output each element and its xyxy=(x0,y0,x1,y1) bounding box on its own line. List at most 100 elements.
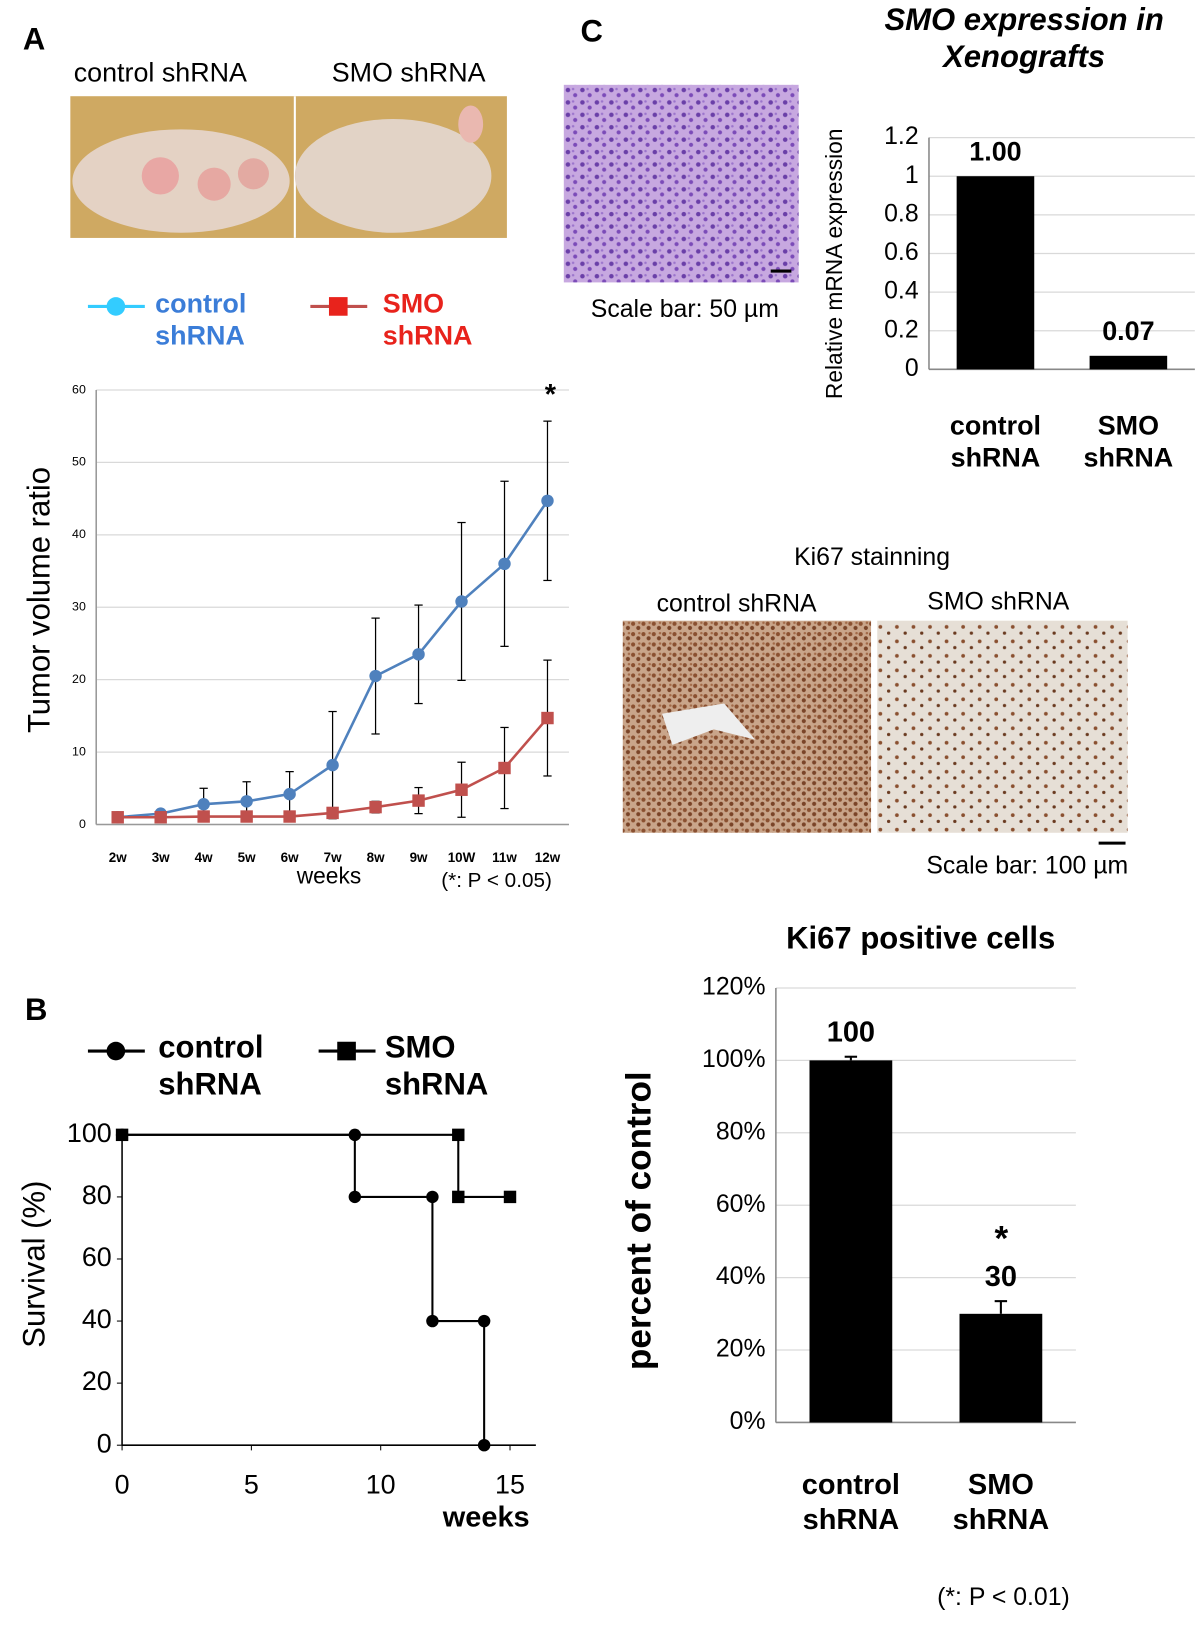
y-tick-label: 10 xyxy=(72,744,86,758)
x-axis-label: weeks xyxy=(296,862,361,888)
panel-letter: B xyxy=(25,992,47,1027)
ki67-photo-lumen xyxy=(662,703,756,745)
marker xyxy=(541,711,554,725)
y-tick-label: 30 xyxy=(72,600,86,614)
y-axis-label: Survival (%) xyxy=(16,1181,51,1348)
y-tick-label: 80 xyxy=(82,1180,112,1210)
marker xyxy=(197,810,210,823)
x-tick-label: SMO shRNA xyxy=(952,1467,1050,1535)
marker xyxy=(498,761,511,775)
y-tick-label: 0.4 xyxy=(884,278,919,305)
y-tick-label: 0 xyxy=(97,1428,112,1458)
y-tick-label: 0 xyxy=(79,817,86,831)
value-label: 0.07 xyxy=(1102,316,1154,346)
y-tick-label: 60 xyxy=(82,1242,112,1272)
y-tick-label: 20% xyxy=(716,1336,766,1363)
y-tick-label: 40% xyxy=(716,1263,766,1290)
x-tick-label: 11w xyxy=(492,850,517,865)
marker xyxy=(369,669,382,683)
bar xyxy=(959,1313,1043,1423)
marker xyxy=(452,1128,465,1142)
x-tick-label: 6w xyxy=(281,850,299,865)
y-tick-label: 100 xyxy=(67,1118,112,1148)
marker xyxy=(455,595,468,608)
x-tick-label: 9w xyxy=(410,850,428,865)
photo-title: Ki67 stainning xyxy=(794,544,950,571)
x-tick-label: 12w xyxy=(535,850,561,865)
marker xyxy=(240,795,253,808)
y-tick-label: 80% xyxy=(716,1118,766,1145)
mouse-photo xyxy=(70,96,507,238)
panel-letter: A xyxy=(23,22,45,57)
x-tick-label: 4w xyxy=(195,850,213,865)
legend-marker xyxy=(337,1041,356,1061)
x-tick-label: 2w xyxy=(109,850,127,865)
ki67-photo-smo xyxy=(877,620,1128,833)
scale-label: Scale bar: 100 µm xyxy=(926,852,1128,879)
y-tick-label: 60% xyxy=(716,1191,766,1218)
marker xyxy=(197,798,210,811)
scale-label: Scale bar: 50 µm xyxy=(591,296,779,323)
marker xyxy=(154,811,167,824)
survival-line xyxy=(122,1133,511,1198)
x-tick-label: 7w xyxy=(324,850,342,865)
x-tick-label: 10 xyxy=(366,1470,396,1500)
marker xyxy=(326,758,339,772)
annotation: * xyxy=(545,379,557,411)
legend-label: SMO shRNA xyxy=(384,1030,489,1102)
x-tick-label: 15 xyxy=(495,1470,525,1500)
y-axis-label: percent of control xyxy=(620,1071,659,1370)
x-tick-label: control shRNA xyxy=(801,1467,900,1535)
legend-marker xyxy=(328,297,348,316)
chart-title: SMO expression in Xenografts xyxy=(884,3,1164,75)
y-tick-label: 20 xyxy=(82,1366,112,1396)
value-label: 30 xyxy=(985,1261,1017,1293)
y-tick-label: 0.2 xyxy=(884,316,918,343)
y-tick-label: 60 xyxy=(72,382,86,396)
marker xyxy=(240,810,253,823)
x-tick-label: 5w xyxy=(238,850,256,865)
photo-label: SMO shRNA xyxy=(927,589,1069,616)
legend-marker xyxy=(106,1041,126,1061)
y-tick-label: 0.6 xyxy=(884,239,918,266)
marker xyxy=(348,1190,362,1204)
annotation: (*: P < 0.05) xyxy=(441,869,552,892)
marker xyxy=(503,1190,517,1204)
marker xyxy=(477,1438,491,1452)
photo-label: control shRNA xyxy=(74,58,247,88)
y-tick-label: 40 xyxy=(72,527,86,541)
y-tick-label: 120% xyxy=(702,974,765,1001)
x-tick-label: control shRNA xyxy=(949,409,1042,473)
y-tick-label: 0.8 xyxy=(884,200,918,227)
annotation: (*: P < 0.01) xyxy=(937,1584,1070,1611)
y-tick-label: 50 xyxy=(72,455,86,469)
y-tick-label: 100% xyxy=(702,1046,765,1073)
legend-label: control shRNA xyxy=(155,287,247,351)
y-tick-label: 40 xyxy=(82,1304,112,1334)
legend-label: control shRNA xyxy=(158,1030,264,1102)
marker xyxy=(426,1190,439,1204)
marker xyxy=(283,787,296,801)
marker xyxy=(326,806,339,820)
x-tick-label: 5 xyxy=(244,1470,259,1500)
bar xyxy=(1089,355,1168,370)
marker xyxy=(115,1128,129,1142)
marker xyxy=(111,811,124,824)
chart-title: Ki67 positive cells xyxy=(786,921,1056,956)
x-tick-label: 8w xyxy=(367,850,385,865)
he-photo xyxy=(563,84,799,283)
bar xyxy=(956,176,1035,370)
x-axis-label: weeks xyxy=(442,1501,530,1533)
x-tick-label: 0 xyxy=(115,1470,130,1500)
photo-label: control shRNA xyxy=(657,591,817,618)
y-tick-label: 0 xyxy=(905,355,919,382)
marker xyxy=(412,648,425,661)
marker xyxy=(541,494,554,508)
ki67-photo-control xyxy=(622,620,872,833)
x-tick-label: 10W xyxy=(448,850,476,865)
legend-label: SMO shRNA xyxy=(382,287,473,351)
panel-letter: C xyxy=(581,13,603,48)
marker xyxy=(426,1314,439,1328)
